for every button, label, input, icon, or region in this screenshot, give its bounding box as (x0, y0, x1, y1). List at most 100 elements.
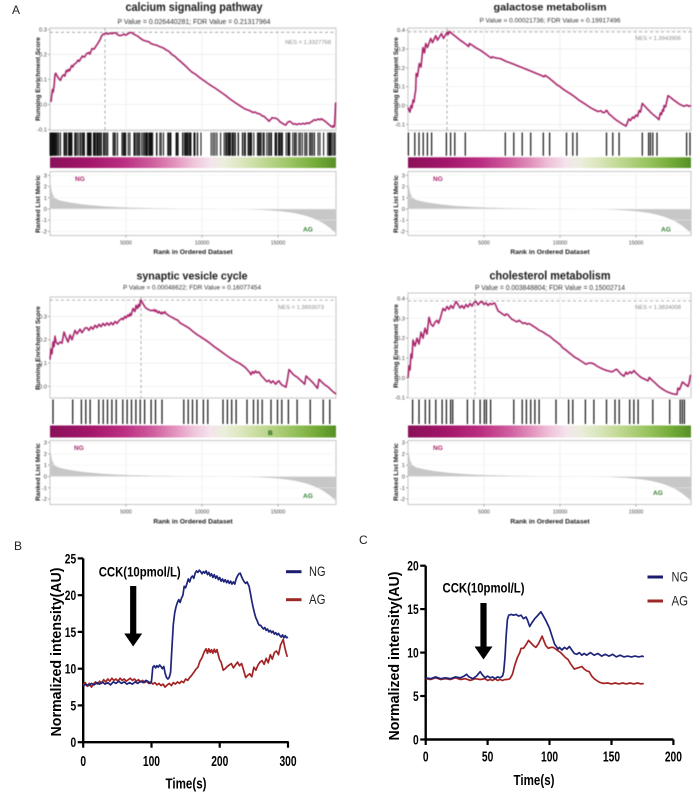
svg-text:P Value = 0.026440281; FDR Val: P Value = 0.026440281; FDR Value = 0.213… (118, 17, 271, 26)
svg-text:0.3: 0.3 (397, 316, 405, 322)
svg-text:AG: AG (303, 227, 313, 234)
svg-text:C: C (359, 533, 368, 547)
svg-text:1: 1 (44, 196, 47, 202)
svg-text:200: 200 (665, 750, 682, 766)
svg-text:Normalized intensity(AU): Normalized intensity(AU) (48, 568, 65, 737)
svg-text:Rank in Ordered Dataset: Rank in Ordered Dataset (153, 519, 233, 526)
svg-text:1: 1 (44, 463, 47, 469)
svg-text:0.2: 0.2 (397, 66, 405, 72)
svg-text:100: 100 (541, 750, 558, 766)
svg-text:B: B (268, 430, 273, 437)
svg-text:-2: -2 (42, 497, 47, 503)
svg-text:0: 0 (71, 734, 77, 750)
svg-text:NG: NG (75, 176, 85, 183)
svg-text:5000: 5000 (478, 241, 490, 247)
svg-text:15000: 15000 (629, 241, 644, 247)
svg-text:-2: -2 (400, 229, 405, 235)
svg-text:10000: 10000 (195, 241, 210, 247)
svg-text:AG: AG (653, 490, 663, 497)
svg-text:-0.1: -0.1 (395, 396, 405, 402)
svg-text:15000: 15000 (629, 510, 644, 516)
svg-text:Normalized intensity(AU): Normalized intensity(AU) (386, 572, 403, 741)
svg-text:1: 1 (402, 196, 405, 202)
svg-text:Running Enrichment Score: Running Enrichment Score (393, 304, 400, 388)
svg-text:0: 0 (402, 475, 405, 481)
svg-text:5: 5 (71, 697, 77, 713)
svg-text:0.0: 0.0 (39, 103, 47, 109)
svg-text:Ranked List Metric: Ranked List Metric (393, 175, 400, 233)
svg-text:0.0: 0.0 (397, 104, 405, 110)
svg-text:0.3: 0.3 (39, 314, 47, 320)
svg-text:0: 0 (423, 750, 429, 766)
svg-text:300: 300 (279, 754, 296, 770)
svg-text:Time(s): Time(s) (514, 773, 555, 789)
svg-text:10: 10 (65, 661, 77, 677)
svg-text:200: 200 (211, 754, 228, 770)
svg-text:AG: AG (309, 591, 326, 607)
svg-text:A: A (12, 3, 20, 17)
svg-text:5000: 5000 (120, 510, 132, 516)
svg-text:NES = 1.3893073: NES = 1.3893073 (278, 305, 324, 311)
svg-text:0.2: 0.2 (397, 336, 405, 342)
svg-text:NG: NG (433, 176, 443, 183)
svg-text:0.1: 0.1 (39, 77, 47, 83)
svg-text:3: 3 (402, 173, 405, 179)
svg-text:P Value = 0.003848804; FDR Val: P Value = 0.003848804; FDR Value = 0.150… (475, 283, 625, 292)
svg-text:Running Enrichment Score: Running Enrichment Score (35, 37, 42, 121)
svg-text:NES = 1.3834008: NES = 1.3834008 (635, 305, 681, 311)
svg-text:0.1: 0.1 (397, 356, 405, 362)
svg-text:15: 15 (65, 624, 77, 640)
svg-text:galactose metabolism: galactose metabolism (494, 3, 607, 14)
svg-text:0.0: 0.0 (397, 376, 405, 382)
svg-text:NES = 1.3943906: NES = 1.3943906 (635, 36, 681, 42)
svg-text:5000: 5000 (478, 510, 490, 516)
svg-text:0: 0 (44, 475, 47, 481)
svg-text:0.3: 0.3 (397, 47, 405, 53)
svg-text:synaptic vesicle cycle: synaptic vesicle cycle (137, 271, 248, 283)
svg-text:CCK(10pmol/L): CCK(10pmol/L) (99, 565, 181, 580)
svg-text:-2: -2 (400, 497, 405, 503)
svg-text:25: 25 (65, 550, 77, 566)
svg-text:0.0: 0.0 (39, 384, 47, 390)
svg-text:NES = 1.3327768: NES = 1.3327768 (285, 40, 331, 46)
svg-text:0: 0 (402, 207, 405, 213)
svg-text:15000: 15000 (271, 241, 286, 247)
svg-text:0.4: 0.4 (397, 28, 406, 34)
svg-text:Rank in Ordered Dataset: Rank in Ordered Dataset (510, 519, 590, 526)
svg-text:-0.1: -0.1 (37, 128, 47, 134)
svg-text:1: 1 (402, 463, 405, 469)
svg-text:0.2: 0.2 (39, 338, 47, 344)
svg-text:P Value = 0.00021736; FDR Valu: P Value = 0.00021736; FDR Value = 0.1991… (480, 18, 621, 25)
svg-text:NG: NG (433, 445, 443, 452)
svg-text:Rank in Ordered Dataset: Rank in Ordered Dataset (510, 249, 590, 256)
svg-text:calcium signaling pathway: calcium signaling pathway (126, 2, 264, 14)
svg-text:2: 2 (402, 452, 405, 458)
svg-text:Rank in Ordered Dataset: Rank in Ordered Dataset (153, 249, 233, 256)
svg-text:0.3: 0.3 (39, 27, 47, 33)
svg-text:AG: AG (303, 493, 313, 500)
svg-text:15000: 15000 (271, 510, 286, 516)
svg-text:Time(s): Time(s) (166, 777, 207, 793)
svg-text:AG: AG (672, 593, 689, 609)
svg-text:Ranked List Metric: Ranked List Metric (393, 443, 400, 501)
svg-text:3: 3 (44, 441, 47, 447)
svg-text:-1: -1 (400, 218, 405, 224)
svg-text:2: 2 (44, 452, 47, 458)
svg-text:Ranked List Metric: Ranked List Metric (35, 443, 42, 501)
svg-text:-2: -2 (42, 229, 47, 235)
svg-text:0.1: 0.1 (39, 361, 47, 367)
svg-text:20: 20 (407, 558, 419, 574)
svg-text:-1: -1 (42, 486, 47, 492)
svg-text:5: 5 (413, 688, 419, 704)
svg-text:B: B (14, 539, 22, 553)
svg-text:2: 2 (402, 185, 405, 191)
svg-text:3: 3 (44, 173, 47, 179)
svg-text:CCK(10pmol/L): CCK(10pmol/L) (443, 581, 525, 596)
svg-text:15: 15 (407, 601, 419, 617)
svg-text:10000: 10000 (195, 510, 210, 516)
svg-text:20: 20 (65, 587, 77, 603)
svg-text:NG: NG (74, 445, 84, 452)
svg-text:NG: NG (672, 569, 689, 585)
svg-text:NG: NG (309, 563, 326, 579)
svg-text:-0.1: -0.1 (395, 122, 405, 128)
